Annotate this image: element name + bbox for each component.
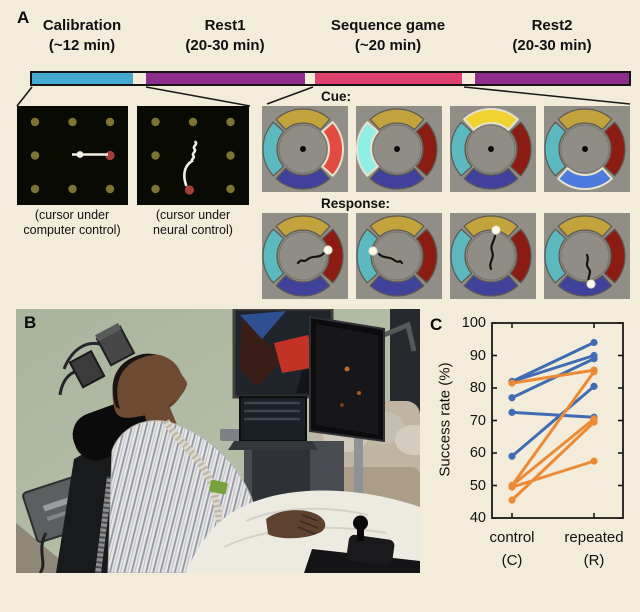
timeline-header-sequence-game: Sequence game (~20 min) [308,16,468,56]
timeline-segment-calibration [32,73,133,84]
y-tick-label: 50 [469,477,486,494]
response-panel-bottom [544,213,630,299]
x-tick-label-repeated: repeated (R) [564,529,624,569]
timeline-segment-rest2 [475,73,629,84]
panel-a-label: A [17,8,30,27]
cue-panel-top [450,106,536,192]
timeline-segment-rest1 [146,73,305,84]
caption-neural-control: (cursor under neural control) [153,208,233,237]
x-tick-label-control: control (C) [489,529,535,569]
y-tick-label: 100 [461,315,486,331]
paired-line-plot [491,322,624,519]
panel-b-label: B [24,313,37,332]
session-timeline-bar [30,71,631,86]
segment-title: Rest2 [531,17,573,34]
timeline-connector-lines [16,86,631,107]
y-tick-label: 60 [469,445,486,461]
segment-duration: (20-30 min) [512,37,592,54]
segment-title: Sequence game [330,17,446,34]
calibration-task-neural-control [137,106,249,205]
response-label: Response: [321,196,391,211]
timeline-header-rest1: Rest1 (20-30 min) [145,16,305,56]
timeline-segment-sequence-game [315,73,462,84]
calibration-task-computer-control [17,106,128,205]
cue-panel-bottom [544,106,630,192]
success-rate-chart: C Success rate (%) 40 50 60 70 80 90 100 contr… [425,300,640,612]
response-panel-top [450,213,536,299]
segment-title: Calibration [42,17,122,34]
y-tick-label: 90 [469,347,486,364]
timeline-header-rest2: Rest2 (20-30 min) [472,16,632,56]
participant-photo [16,309,420,573]
segment-duration: (~20 min) [354,37,422,54]
response-panel-left [356,213,442,299]
cue-panel-right [262,106,348,192]
response-panel-right [262,213,348,299]
segment-duration: (20-30 min) [185,37,265,54]
participant-photo-illustration [16,309,420,573]
timeline-header-calibration: Calibration (~12 min) [2,16,162,56]
y-tick-label: 80 [469,380,486,396]
caption-computer-control: (cursor under computer control) [23,208,121,237]
y-tick-label: 40 [469,510,486,526]
segment-duration: (~12 min) [48,37,116,54]
cue-label: Cue: [321,89,351,104]
cue-panel-left [355,106,442,192]
segment-title: Rest1 [204,17,246,34]
y-tick-label: 70 [469,412,486,429]
panel-c-label: C [430,315,443,334]
